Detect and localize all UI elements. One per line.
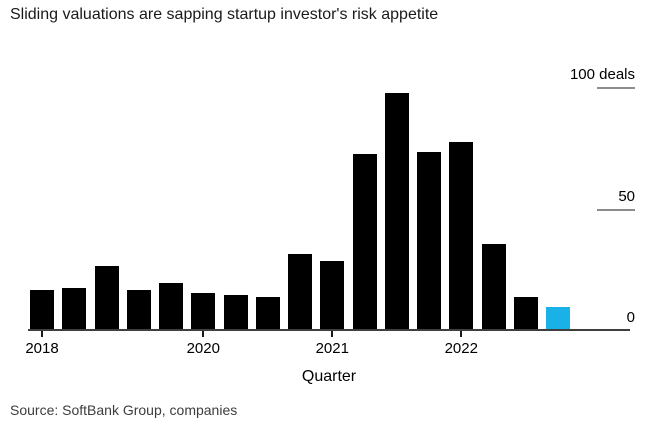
- bar: [159, 282, 183, 329]
- bar: [30, 290, 54, 329]
- bar-highlighted: [546, 307, 570, 329]
- bar: [449, 141, 474, 329]
- bar: [255, 297, 280, 329]
- bar: [126, 290, 151, 329]
- x-axis-line: [28, 329, 630, 331]
- bar: [320, 260, 345, 329]
- y-tick-line: [597, 87, 635, 89]
- source-note: Source: SoftBank Group, companies: [10, 402, 238, 418]
- chart-title: Sliding valuations are sapping startup i…: [10, 6, 439, 23]
- bar: [352, 154, 377, 329]
- x-axis-year-label: 2018: [25, 340, 59, 357]
- y-tick-label: 0: [626, 309, 635, 326]
- bar: [223, 294, 248, 329]
- bar: [417, 151, 441, 329]
- bar: [481, 243, 506, 329]
- bar: [513, 297, 538, 329]
- x-axis-year-label: 2022: [444, 340, 478, 357]
- x-axis-year-label: 2021: [315, 340, 349, 357]
- y-tick-label: 100 deals: [569, 66, 635, 83]
- y-tick-label: 50: [618, 187, 635, 205]
- bar: [62, 287, 87, 329]
- bar: [288, 253, 312, 329]
- bar: [191, 292, 216, 329]
- x-axis-year-label: 2020: [186, 340, 220, 357]
- x-axis-year-tick: [41, 331, 43, 337]
- y-tick-line: [597, 208, 635, 211]
- x-axis-year-tick: [460, 331, 463, 337]
- bar-chart-plot-area: 0 50 100 deals 2018 2020 2021 2022: [25, 60, 635, 357]
- x-axis-title: Quarter: [301, 368, 357, 385]
- bar: [94, 265, 119, 329]
- x-axis-year-tick: [331, 331, 334, 337]
- x-axis-year-tick: [202, 331, 205, 337]
- bar: [384, 93, 409, 329]
